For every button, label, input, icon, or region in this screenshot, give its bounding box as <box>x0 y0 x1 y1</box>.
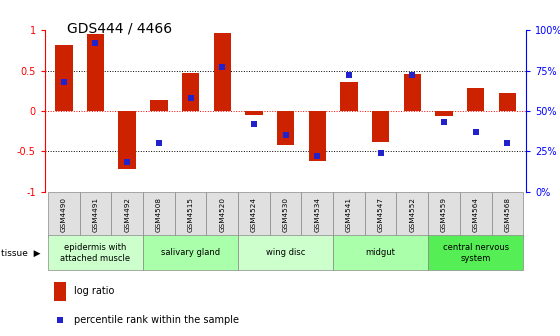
Text: GSM4547: GSM4547 <box>377 197 384 232</box>
Bar <box>238 235 333 270</box>
Bar <box>54 282 67 301</box>
Text: GSM4568: GSM4568 <box>505 197 510 232</box>
Bar <box>301 192 333 237</box>
Bar <box>428 192 460 237</box>
Bar <box>498 93 516 111</box>
Bar <box>245 111 263 115</box>
Text: GSM4530: GSM4530 <box>283 197 288 232</box>
Bar <box>238 192 270 237</box>
Text: GSM4491: GSM4491 <box>92 197 99 232</box>
Bar <box>87 34 104 111</box>
Bar <box>48 192 80 237</box>
Text: GSM4520: GSM4520 <box>219 197 225 232</box>
Bar <box>340 82 358 111</box>
Text: midgut: midgut <box>366 248 395 257</box>
Bar <box>270 192 301 237</box>
Bar <box>492 192 523 237</box>
Text: epidermis with
attached muscle: epidermis with attached muscle <box>60 243 130 262</box>
Text: percentile rank within the sample: percentile rank within the sample <box>74 315 239 325</box>
Text: tissue  ▶: tissue ▶ <box>1 249 41 258</box>
Bar <box>150 100 167 111</box>
Bar <box>333 192 365 237</box>
Bar <box>277 111 295 145</box>
Bar <box>80 192 111 237</box>
Bar <box>175 192 207 237</box>
Bar <box>333 235 428 270</box>
Bar <box>460 192 492 237</box>
Bar <box>404 74 421 111</box>
Bar <box>111 192 143 237</box>
Text: GSM4552: GSM4552 <box>409 197 416 232</box>
Bar <box>55 45 73 111</box>
Text: GSM4515: GSM4515 <box>188 197 194 232</box>
Text: GSM4490: GSM4490 <box>61 197 67 232</box>
Text: salivary gland: salivary gland <box>161 248 220 257</box>
Text: GSM4559: GSM4559 <box>441 197 447 232</box>
Bar <box>365 192 396 237</box>
Text: wing disc: wing disc <box>266 248 305 257</box>
Bar <box>309 111 326 161</box>
Bar <box>48 235 143 270</box>
Text: GDS444 / 4466: GDS444 / 4466 <box>67 22 172 36</box>
Text: GSM4524: GSM4524 <box>251 197 257 232</box>
Text: GSM4534: GSM4534 <box>314 197 320 232</box>
Text: central nervous
system: central nervous system <box>442 243 509 262</box>
Text: GSM4492: GSM4492 <box>124 197 130 232</box>
Text: log ratio: log ratio <box>74 286 114 296</box>
Text: GSM4508: GSM4508 <box>156 197 162 232</box>
Bar <box>467 88 484 111</box>
Text: GSM4541: GSM4541 <box>346 197 352 232</box>
Bar <box>428 235 523 270</box>
Bar <box>207 192 238 237</box>
Bar <box>143 192 175 237</box>
Bar <box>396 192 428 237</box>
Bar <box>372 111 389 141</box>
Bar <box>119 111 136 169</box>
Bar <box>143 235 238 270</box>
Bar <box>435 111 452 116</box>
Bar <box>213 33 231 111</box>
Bar <box>182 73 199 111</box>
Text: GSM4564: GSM4564 <box>473 197 479 232</box>
